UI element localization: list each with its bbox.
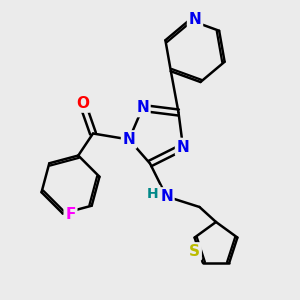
Text: N: N bbox=[136, 100, 149, 116]
Text: N: N bbox=[189, 12, 201, 27]
Text: O: O bbox=[76, 96, 89, 111]
Text: F: F bbox=[65, 207, 76, 222]
Text: N: N bbox=[160, 189, 173, 204]
Text: N: N bbox=[123, 132, 135, 147]
Text: S: S bbox=[189, 244, 200, 259]
Text: H: H bbox=[147, 187, 159, 200]
Text: N: N bbox=[177, 140, 189, 154]
